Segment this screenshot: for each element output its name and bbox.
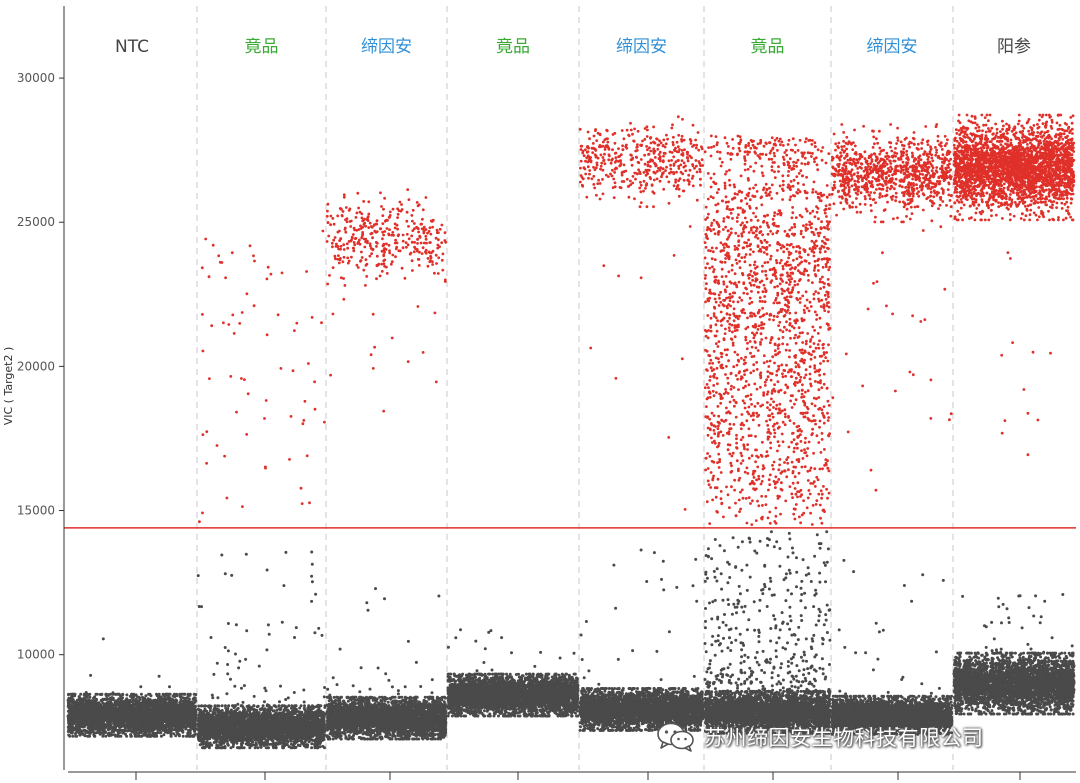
- well-label: 缔因安: [361, 37, 412, 57]
- well-labels: NTC 竟品 缔因安 竟品 缔因安 竟品 缔因安 阳参: [115, 37, 1031, 57]
- well-label: 阳参: [997, 37, 1031, 57]
- well-label: NTC: [115, 37, 149, 57]
- well-label: 缔因安: [616, 37, 667, 57]
- watermark: 苏州缔因安生物科技有限公司: [656, 719, 984, 755]
- y-tick-label: 30000: [17, 71, 55, 85]
- well-label: 竟品: [245, 37, 279, 57]
- watermark-text: 苏州缔因安生物科技有限公司: [704, 722, 984, 752]
- well-points: [953, 114, 1076, 716]
- well-points: [197, 230, 327, 750]
- droplet-points: [67, 114, 1076, 750]
- y-tick-label: 25000: [17, 215, 55, 229]
- y-tick-label: 10000: [17, 648, 55, 662]
- well-points: [579, 115, 705, 732]
- y-tick-label: 15000: [17, 504, 55, 518]
- y-tick-label: 20000: [17, 359, 55, 373]
- well-points: [326, 188, 448, 740]
- well-label: 竟品: [496, 37, 530, 57]
- well-points: [67, 637, 198, 737]
- well-points: [447, 628, 580, 717]
- well-separators: [197, 6, 953, 770]
- well-points: [704, 135, 832, 735]
- x-ticks: [136, 772, 1020, 780]
- well-label: 缔因安: [867, 37, 918, 57]
- wechat-icon: [656, 721, 696, 753]
- well-points: [831, 123, 954, 736]
- y-ticks: 10000 15000 20000 25000 30000: [17, 71, 64, 662]
- y-axis-label: VIC ( Target2 ): [2, 347, 15, 426]
- well-label: 竟品: [751, 37, 785, 57]
